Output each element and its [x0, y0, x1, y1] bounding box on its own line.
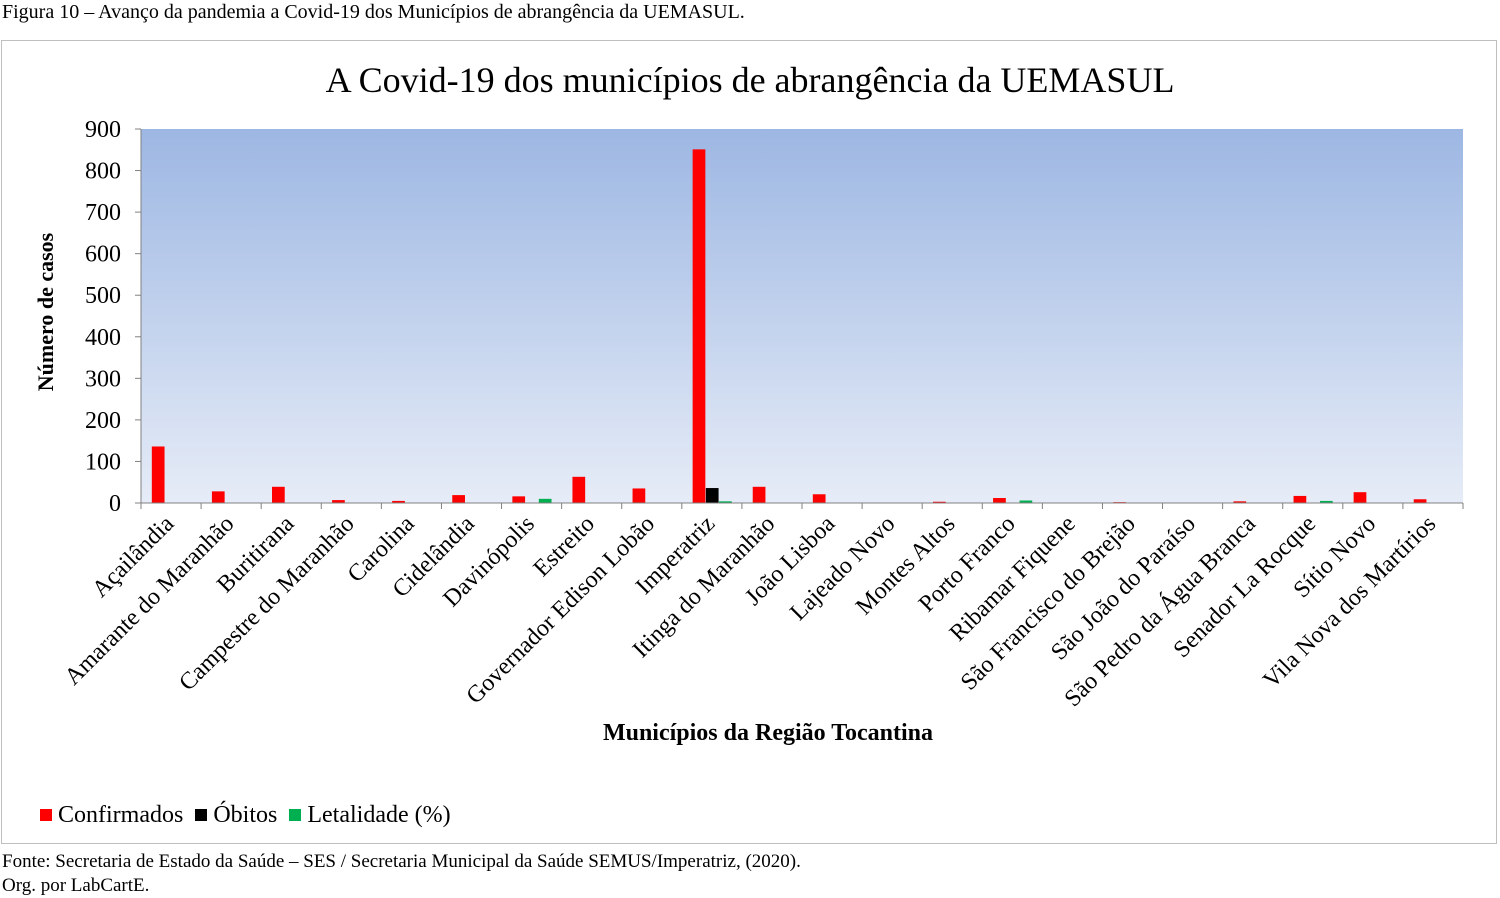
y-tick-label: 300 — [85, 366, 121, 392]
bar-confirmados-14 — [993, 498, 1006, 503]
org-note: Org. por LabCartE. — [2, 875, 150, 896]
y-axis-label-text: Número de casos — [33, 232, 58, 392]
y-tick-labels: 0 100 200 300 400 500 600 700 800 900 — [85, 117, 121, 517]
bar-confirmados-4 — [392, 500, 405, 503]
bar--bitos-9 — [705, 488, 719, 503]
legend-label-confirmados: Confirmados — [58, 802, 184, 828]
bar-confirmados-18 — [1233, 501, 1247, 503]
bar-confirmados-0 — [151, 446, 165, 503]
bar-letalidade--19 — [1319, 500, 1333, 503]
legend-swatch-confirmados — [40, 809, 52, 821]
bar-confirmados-21 — [1413, 499, 1427, 503]
bar-confirmados-5 — [452, 495, 465, 503]
bar-confirmados-8 — [632, 488, 646, 503]
legend-label-obitos: Óbitos — [213, 802, 278, 828]
source-note: Fonte: Secretaria de Estado da Saúde – S… — [2, 851, 801, 872]
bar-confirmados-7 — [572, 476, 586, 503]
x-tick-label: Lajeado Novo — [785, 511, 900, 626]
legend-item-letalidade: Letalidade (%) — [289, 800, 451, 830]
y-tick-label: 400 — [85, 325, 121, 351]
bar-confirmados-3 — [332, 500, 345, 503]
axes-layer — [135, 128, 1464, 509]
y-tick-label: 600 — [85, 242, 121, 268]
y-tick-label: 200 — [85, 408, 121, 434]
bar-confirmados-2 — [271, 486, 285, 503]
y-tick-label: 0 — [109, 491, 121, 517]
legend-item-obitos: Óbitos — [195, 800, 277, 830]
plot-area — [141, 129, 1463, 503]
legend-swatch-obitos — [195, 809, 208, 821]
bar-letalidade--14 — [1019, 500, 1033, 503]
x-axis-label: Municípios da Região Tocantina — [602, 720, 934, 746]
figure-caption: Figura 10 – Avanço da pandemia a Covid-1… — [2, 1, 745, 23]
bars-layer — [151, 149, 1427, 503]
y-tick-label: 500 — [85, 283, 121, 309]
y-tick-label: 700 — [85, 200, 121, 226]
legend-item-confirmados: Confirmados — [40, 800, 183, 830]
legend: Confirmados Óbitos Letalidade (%) — [40, 800, 463, 830]
bar-confirmados-19 — [1293, 495, 1307, 503]
bar-confirmados-1 — [211, 491, 225, 503]
y-tick-label: 900 — [85, 117, 121, 143]
bar-confirmados-13 — [932, 501, 946, 503]
bar-confirmados-9 — [692, 149, 706, 503]
bar-confirmados-10 — [752, 486, 766, 503]
y-tick-label: 800 — [85, 159, 121, 185]
legend-label-letalidade: Letalidade (%) — [307, 802, 451, 828]
chart-title: A Covid-19 dos municípios de abrangência… — [325, 60, 1175, 100]
bar-confirmados-20 — [1353, 492, 1367, 503]
bar-confirmados-6 — [512, 496, 526, 503]
bar-letalidade--9 — [719, 501, 732, 503]
legend-swatch-letalidade — [289, 809, 302, 821]
bar-confirmados-11 — [812, 494, 826, 503]
bar-letalidade--6 — [538, 498, 552, 503]
y-tick-label: 100 — [85, 449, 121, 475]
